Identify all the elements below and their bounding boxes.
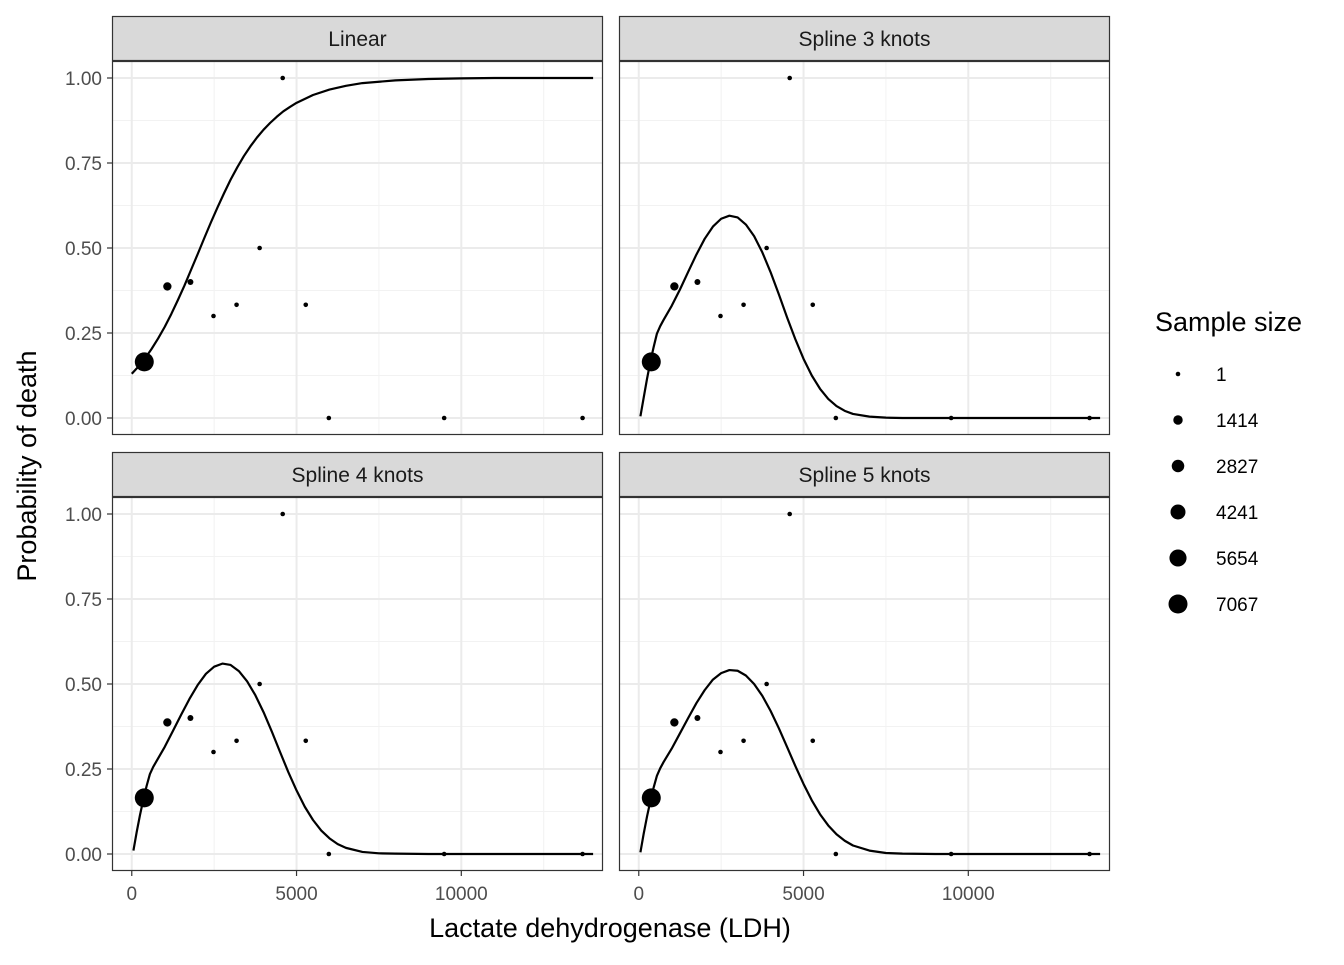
data-point — [834, 852, 839, 857]
data-point — [163, 718, 171, 726]
data-point — [135, 788, 154, 807]
facet-panel-4: Spline 5 knots — [619, 453, 1110, 872]
data-point — [1087, 852, 1092, 857]
x-axis-title: Lactate dehydrogenase (LDH) — [429, 913, 791, 943]
data-point — [787, 512, 792, 517]
facet-panel-2: Spline 3 knots — [619, 17, 1110, 436]
data-point — [949, 852, 954, 857]
data-point — [642, 788, 661, 807]
legend-key — [1170, 504, 1185, 519]
legend-key — [1172, 460, 1185, 473]
legend-title: Sample size — [1155, 307, 1302, 337]
data-point — [670, 282, 678, 290]
x-tick-label: 10000 — [435, 884, 488, 905]
data-point — [327, 416, 332, 421]
data-point — [741, 302, 746, 307]
y-tick-label: 1.00 — [65, 69, 102, 90]
data-point — [580, 416, 585, 421]
data-point — [303, 738, 308, 743]
y-tick-label: 0.00 — [65, 409, 102, 430]
y-tick-label: 0.75 — [65, 154, 102, 175]
data-point — [280, 512, 285, 517]
legend-label: 4241 — [1216, 503, 1258, 524]
legend-key — [1169, 549, 1186, 566]
legend-label: 2827 — [1216, 457, 1258, 478]
data-point — [670, 718, 678, 726]
data-point — [211, 750, 216, 755]
data-point — [211, 314, 216, 319]
data-point — [810, 738, 815, 743]
data-point — [642, 352, 661, 371]
x-tick-label: 0 — [126, 884, 137, 905]
facet-panel-1: Linear — [112, 17, 603, 436]
facet-strip-label: Spline 5 knots — [799, 464, 931, 487]
data-point — [810, 302, 815, 307]
data-point — [257, 246, 262, 251]
legend-key — [1176, 372, 1181, 377]
data-point — [327, 852, 332, 857]
y-tick-label: 0.75 — [65, 590, 102, 611]
x-tick-label: 5000 — [782, 884, 824, 905]
data-point — [694, 715, 700, 721]
facet-strip-label: Spline 3 knots — [799, 28, 931, 51]
data-point — [187, 279, 193, 285]
facet-strip-label: Linear — [328, 28, 386, 51]
panels-layer: Linear Spline 3 knots Spline 4 knots Spline… — [112, 17, 1110, 872]
y-tick-label: 0.25 — [65, 324, 102, 345]
data-point — [741, 738, 746, 743]
data-point — [303, 302, 308, 307]
facet-strip-label: Spline 4 knots — [292, 464, 424, 487]
x-tick-label: 0 — [633, 884, 644, 905]
legend-label: 1 — [1216, 365, 1227, 386]
data-point — [234, 738, 239, 743]
data-point — [580, 852, 585, 857]
data-point — [718, 750, 723, 755]
y-tick-label: 0.25 — [65, 760, 102, 781]
y-tick-label: 0.50 — [65, 239, 102, 260]
data-point — [1087, 416, 1092, 421]
data-point — [187, 715, 193, 721]
y-tick-label: 1.00 — [65, 505, 102, 526]
legend-key — [1169, 595, 1188, 614]
y-axis-title: Probability of death — [12, 350, 42, 581]
data-point — [694, 279, 700, 285]
x-tick-label: 5000 — [275, 884, 317, 905]
y-tick-label: 0.00 — [65, 845, 102, 866]
legend-label: 5654 — [1216, 549, 1259, 570]
data-point — [135, 352, 154, 371]
y-tick-label: 0.50 — [65, 675, 102, 696]
data-point — [787, 76, 792, 81]
legend-label: 7067 — [1216, 595, 1258, 616]
x-tick-label: 10000 — [942, 884, 995, 905]
data-point — [280, 76, 285, 81]
data-point — [257, 682, 262, 687]
data-point — [442, 852, 447, 857]
data-point — [718, 314, 723, 319]
data-point — [234, 302, 239, 307]
data-point — [442, 416, 447, 421]
data-point — [764, 246, 769, 251]
facet-panel-3: Spline 4 knots — [112, 453, 603, 872]
data-point — [834, 416, 839, 421]
legend-label: 1414 — [1216, 411, 1259, 432]
legend-key — [1173, 415, 1182, 424]
data-point — [163, 282, 171, 290]
data-point — [764, 682, 769, 687]
legend: Sample size 1 1414 2827 4241 5654 7067 — [1155, 307, 1302, 616]
data-point — [949, 416, 954, 421]
